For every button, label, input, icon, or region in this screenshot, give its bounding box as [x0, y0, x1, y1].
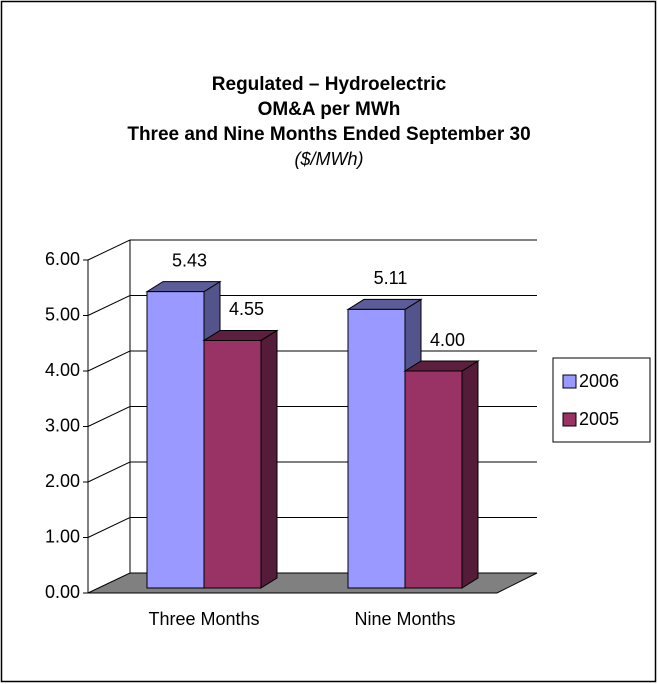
- data-label: 4.55: [229, 299, 264, 319]
- bar: [404, 370, 463, 589]
- data-label: 5.43: [172, 250, 207, 270]
- chart-subtitle: ($/MWh): [295, 149, 364, 169]
- y-tick-label: 3.00: [45, 415, 80, 435]
- legend-label: 2006: [579, 371, 619, 391]
- bar: [203, 339, 262, 589]
- y-tick-label: 0.00: [45, 582, 80, 602]
- bar-side: [260, 329, 278, 589]
- legend-swatch: [562, 412, 577, 427]
- y-tick-label: 2.00: [45, 471, 80, 491]
- y-tick-label: 4.00: [45, 360, 80, 380]
- grid-line: [87, 239, 537, 261]
- chart-title: Regulated – Hydroelectric: [212, 74, 447, 95]
- legend: [552, 357, 651, 443]
- data-label: 5.11: [374, 268, 408, 288]
- legend-swatch: [562, 374, 577, 389]
- x-tick-label: Nine Months: [354, 609, 455, 629]
- y-tick-label: 1.00: [45, 526, 80, 546]
- bar: [347, 308, 406, 589]
- grid-line: [87, 295, 537, 316]
- chart-title: Three and Nine Months Ended September 30: [127, 124, 530, 145]
- chart-title: OM&A per MWh: [258, 99, 401, 120]
- data-label: 4.00: [430, 330, 465, 350]
- y-tick-label: 6.00: [45, 249, 80, 269]
- legend-label: 2005: [579, 409, 619, 429]
- bar-side: [461, 360, 479, 589]
- y-tick-label: 5.00: [45, 304, 80, 324]
- bar: [146, 291, 205, 589]
- x-tick-label: Three Months: [148, 609, 259, 629]
